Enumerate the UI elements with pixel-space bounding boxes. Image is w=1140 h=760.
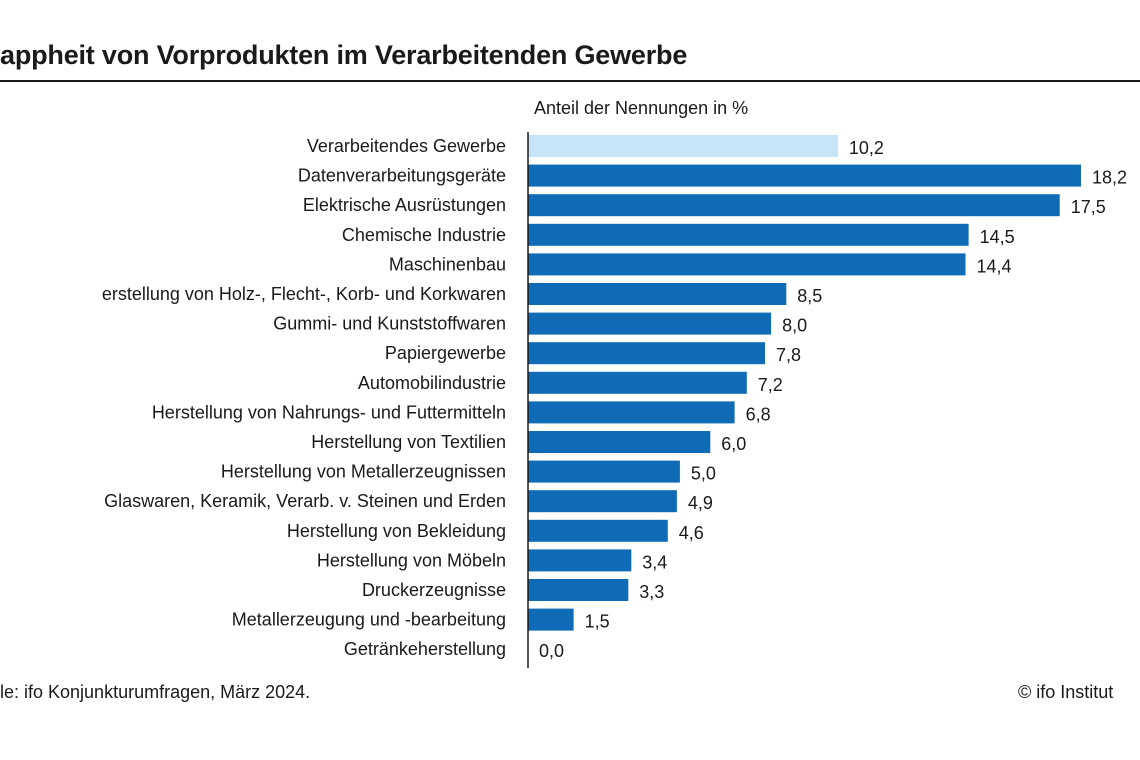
bar <box>528 490 677 513</box>
value-label: 3,3 <box>639 582 664 602</box>
bar <box>528 164 1081 187</box>
category-label: Herstellung von Möbeln <box>317 550 506 570</box>
bar <box>528 135 838 157</box>
value-label: 4,9 <box>688 493 713 513</box>
bar <box>528 579 629 601</box>
chart-title: appheit von Vorprodukten im Verarbeitend… <box>0 40 688 70</box>
category-label: Maschinenbau <box>389 254 506 274</box>
value-label: 8,5 <box>797 286 822 306</box>
bar <box>528 460 680 483</box>
bar <box>528 283 787 305</box>
category-label: Glaswaren, Keramik, Verarb. v. Steinen u… <box>104 491 506 511</box>
category-label: erstellung von Holz-, Flecht-, Korb- und… <box>102 284 506 304</box>
category-label: Herstellung von Nahrungs- und Futtermitt… <box>152 402 506 422</box>
category-label: Chemische Industrie <box>342 225 506 245</box>
category-label: Getränkeherstellung <box>344 639 506 659</box>
value-label: 7,2 <box>758 375 783 395</box>
category-label: Herstellung von Textilien <box>311 432 506 452</box>
category-label: Elektrische Ausrüstungen <box>303 195 506 215</box>
value-label: 0,0 <box>539 641 564 661</box>
value-label: 14,5 <box>980 227 1015 247</box>
value-label: 3,4 <box>642 552 667 572</box>
source-note: le: ifo Konjunkturumfragen, März 2024. <box>0 682 311 702</box>
bar <box>528 608 574 631</box>
bar <box>528 401 735 424</box>
bar <box>528 371 747 394</box>
value-label: 7,8 <box>776 345 801 365</box>
category-label: Herstellung von Metallerzeugnissen <box>221 462 506 482</box>
bar <box>528 223 969 246</box>
value-label: 6,8 <box>746 404 771 424</box>
category-label: Druckerzeugnisse <box>362 580 506 600</box>
value-label: 17,5 <box>1071 197 1106 217</box>
bar <box>528 519 668 542</box>
value-label: 5,0 <box>691 464 716 484</box>
value-label: 4,6 <box>679 523 704 543</box>
category-label: Automobilindustrie <box>358 373 506 393</box>
category-label: Herstellung von Bekleidung <box>287 521 506 541</box>
bar <box>528 342 765 365</box>
bar <box>528 431 711 453</box>
category-label: Datenverarbeitungsgeräte <box>298 166 506 186</box>
value-label: 10,2 <box>849 138 884 158</box>
category-label: Papiergewerbe <box>385 343 506 363</box>
value-label: 8,0 <box>782 316 807 336</box>
value-label: 1,5 <box>585 612 610 632</box>
bar <box>528 549 632 572</box>
value-label: 14,4 <box>977 256 1012 276</box>
title-rule <box>0 80 1140 82</box>
axis-label: Anteil der Nennungen in % <box>534 98 749 118</box>
bar <box>528 253 966 276</box>
bar <box>528 312 772 335</box>
category-label: Gummi- und Kunststoffwaren <box>273 314 506 334</box>
copyright-note: © ifo Institut <box>1018 682 1114 702</box>
category-label: Verarbeitendes Gewerbe <box>307 136 506 156</box>
value-label: 6,0 <box>721 434 746 454</box>
bar <box>528 194 1060 217</box>
category-label: Metallerzeugung und -bearbeitung <box>232 610 506 630</box>
value-label: 18,2 <box>1092 168 1127 188</box>
